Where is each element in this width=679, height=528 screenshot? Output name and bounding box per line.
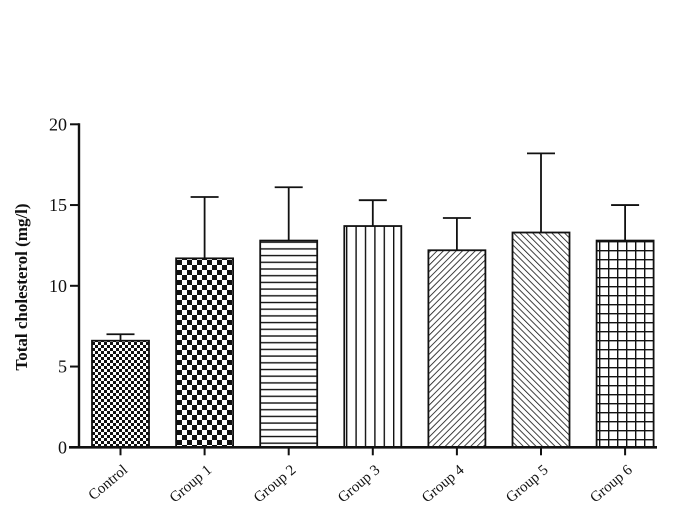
bar-group-6: [595, 239, 655, 449]
y-tick-label: 15: [49, 195, 67, 215]
x-tick-label: Group 4: [419, 462, 468, 506]
y-tick-label: 5: [58, 357, 67, 377]
y-tick-label: 20: [49, 114, 67, 134]
x-tick-label: Group 3: [335, 462, 383, 506]
x-tick-label: Group 6: [587, 462, 636, 506]
x-tick-label: Group 5: [503, 462, 551, 506]
bar-group-3: [343, 225, 403, 449]
y-axis-label: Total cholesterol (mg/l): [12, 203, 31, 370]
bar-control: [91, 339, 150, 449]
x-tick-label: Group 2: [251, 462, 299, 506]
x-tick-label: Control: [86, 462, 131, 504]
bar-group-1: [175, 257, 235, 449]
y-tick-label: 10: [49, 276, 67, 296]
bar-group-2: [259, 239, 319, 449]
y-tick-label: 0: [58, 437, 67, 457]
bar-group-5: [511, 231, 571, 449]
x-tick-label: Group 1: [167, 462, 215, 506]
bar-group-4: [427, 249, 487, 449]
